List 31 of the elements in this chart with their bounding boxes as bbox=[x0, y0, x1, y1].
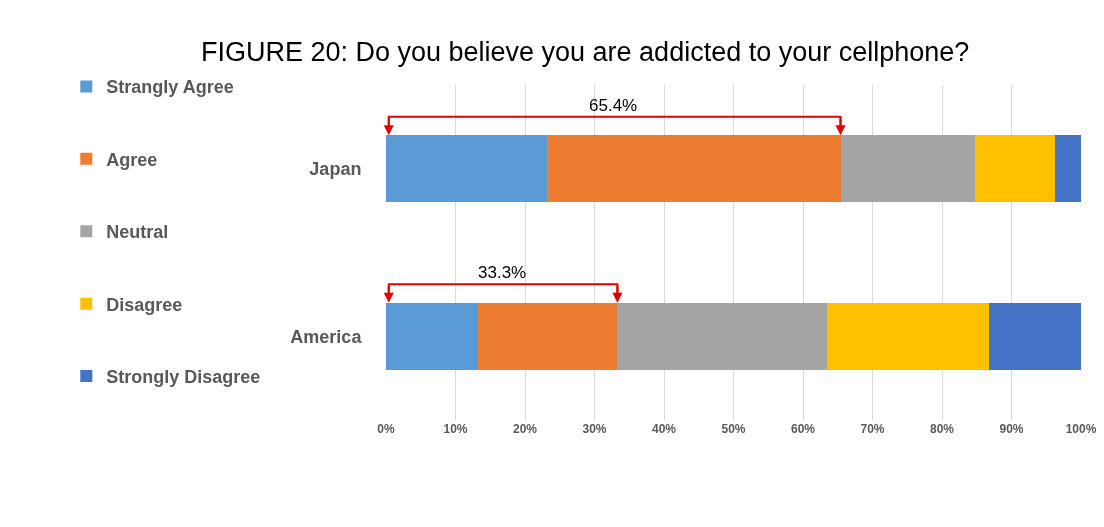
legend-label: Disagree bbox=[106, 294, 183, 315]
legend-label: Strangly Agree bbox=[106, 77, 234, 98]
x-tick-label: 0% bbox=[377, 422, 395, 436]
legend-label: Neutral bbox=[106, 222, 169, 243]
x-tick-label: 50% bbox=[721, 422, 746, 436]
y-tick-label: Japan bbox=[309, 159, 362, 180]
bar bbox=[547, 135, 841, 203]
x-tick-label: 100% bbox=[1065, 422, 1097, 436]
x-tick-label: 80% bbox=[929, 422, 955, 436]
annotation: 65.4% bbox=[589, 96, 638, 115]
x-tick-label: 90% bbox=[999, 422, 1024, 436]
bar bbox=[1054, 135, 1081, 203]
x-tick-label: 30% bbox=[582, 422, 607, 436]
bar bbox=[478, 302, 618, 370]
chart-title: FIGURE 20: Do you believe you are addicted to your cellphone? bbox=[200, 37, 970, 68]
x-tick-label: 40% bbox=[651, 422, 677, 436]
y-tick-label: America bbox=[290, 326, 363, 347]
bar bbox=[386, 302, 479, 370]
x-tick-label: 10% bbox=[443, 422, 468, 436]
x-tick-label: 20% bbox=[512, 422, 538, 436]
bar bbox=[840, 135, 975, 203]
legend-label: Strongly Disagree bbox=[106, 367, 261, 388]
annotation: 33.3% bbox=[478, 263, 527, 282]
bar bbox=[988, 302, 1081, 370]
bar bbox=[386, 135, 548, 203]
legend-label: Agree bbox=[106, 149, 158, 170]
x-tick-label: 70% bbox=[860, 422, 885, 436]
bar bbox=[617, 302, 827, 370]
bar bbox=[974, 135, 1055, 203]
bar bbox=[826, 302, 989, 370]
x-tick-label: 60% bbox=[790, 422, 816, 436]
